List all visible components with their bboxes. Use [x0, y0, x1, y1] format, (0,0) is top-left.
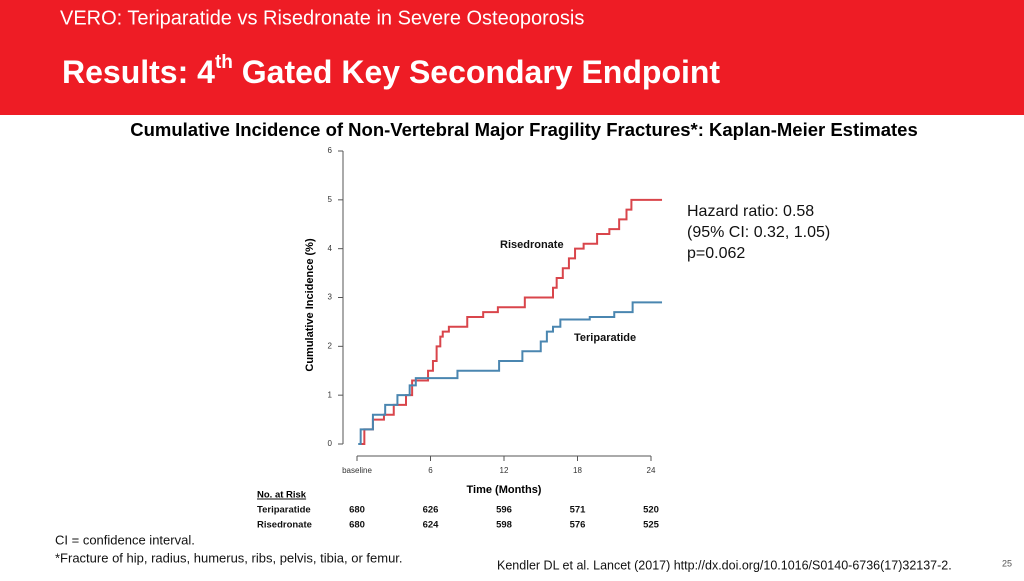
annotation: (95% CI: 0.32, 1.05): [687, 224, 830, 241]
risk-table-header: No. at Risk: [257, 490, 307, 501]
x-tick-label: baseline: [342, 466, 372, 475]
risk-value: 680: [349, 520, 365, 531]
annotation: p=0.062: [687, 245, 745, 262]
y-axis-label: Cumulative Incidence (%): [304, 238, 316, 372]
series-label: Teriparatide: [574, 332, 636, 344]
risk-value: 626: [423, 505, 439, 516]
title-part: Results: 4: [62, 54, 215, 90]
header-band: [0, 0, 1024, 115]
page-number: 25: [1002, 558, 1012, 568]
risk-row-label: Teriparatide: [257, 505, 311, 516]
citation: Kendler DL et al. Lancet (2017) http://d…: [497, 558, 952, 572]
header-title: Results: 4th Gated Key Secondary Endpoin…: [62, 52, 720, 90]
header-subtitle: VERO: Teriparatide vs Risedronate in Sev…: [60, 7, 584, 29]
y-tick-label: 5: [328, 195, 333, 204]
y-tick-label: 2: [328, 341, 333, 350]
risk-value: 624: [423, 520, 440, 531]
chart-title: Cumulative Incidence of Non-Vertebral Ma…: [130, 119, 918, 140]
km-curve: [358, 301, 663, 445]
x-tick-label: 24: [647, 466, 656, 475]
footnote: *Fracture of hip, radius, humerus, ribs,…: [55, 550, 403, 565]
x-tick-label: 12: [500, 466, 509, 475]
y-tick-label: 4: [328, 244, 333, 253]
y-tick-label: 0: [328, 439, 333, 448]
km-curve: [360, 198, 663, 445]
y-tick-label: 3: [328, 293, 333, 302]
x-tick-label: 18: [573, 466, 582, 475]
risk-value: 571: [570, 505, 587, 516]
title-superscript: th: [215, 52, 233, 73]
annotation: Hazard ratio: 0.58: [687, 203, 814, 220]
risk-value: 596: [496, 505, 512, 516]
x-tick-label: 6: [428, 466, 433, 475]
y-tick-label: 6: [328, 146, 333, 155]
footnote: CI = confidence interval.: [55, 532, 195, 547]
risk-row-label: Risedronate: [257, 520, 312, 531]
x-axis-label: Time (Months): [467, 484, 542, 496]
series-label: Risedronate: [500, 239, 564, 251]
risk-value: 520: [643, 505, 659, 516]
risk-value: 598: [496, 520, 512, 531]
title-part: Gated Key Secondary Endpoint: [233, 54, 721, 90]
risk-value: 525: [643, 520, 660, 531]
risk-value: 576: [570, 520, 586, 531]
y-tick-label: 1: [328, 390, 333, 399]
risk-value: 680: [349, 505, 365, 516]
